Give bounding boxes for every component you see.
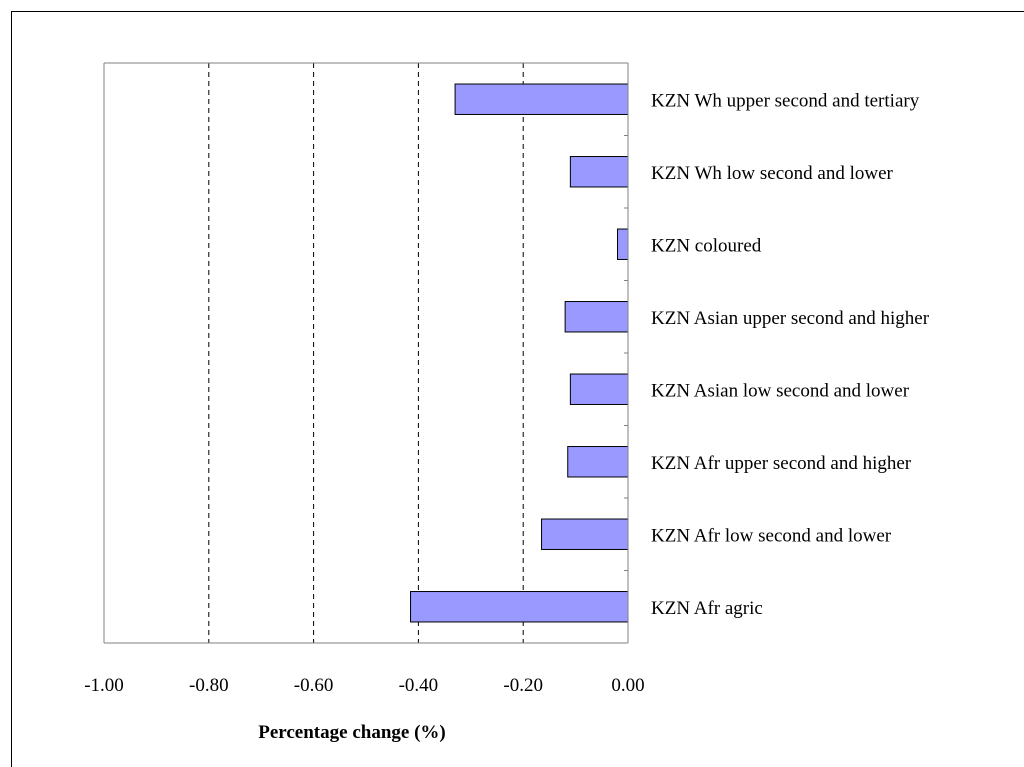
bars	[410, 83, 629, 623]
axes	[103, 62, 629, 644]
x-tick-label: -0.60	[294, 675, 334, 696]
category-label: KZN Afr agric	[651, 598, 763, 619]
x-tick-label: -0.40	[399, 675, 439, 696]
category-label: KZN coloured	[651, 235, 762, 256]
bar	[564, 301, 629, 333]
bar	[569, 373, 629, 405]
bar	[541, 518, 629, 550]
category-label: KZN Wh upper second and tertiary	[651, 90, 920, 111]
x-tick-label: -0.20	[503, 675, 543, 696]
category-label: KZN Asian upper second and higher	[651, 308, 930, 329]
x-tick-labels: -1.00 -0.80 -0.60 -0.40 -0.20 0.00	[84, 675, 644, 696]
gridlines	[208, 63, 524, 643]
category-label: KZN Asian low second and lower	[651, 380, 910, 401]
bar	[454, 83, 629, 115]
category-label: KZN Wh low second and lower	[651, 163, 894, 184]
x-tick-label: -0.80	[189, 675, 229, 696]
x-tick-label: -1.00	[84, 675, 124, 696]
category-labels: KZN Wh upper second and tertiary KZN Wh l…	[651, 90, 930, 619]
category-label: KZN Afr low second and lower	[651, 525, 892, 546]
bar	[569, 156, 629, 188]
bar	[617, 228, 629, 260]
bar	[410, 591, 629, 623]
category-label: KZN Afr upper second and higher	[651, 453, 912, 474]
chart-outer-border	[11, 11, 1024, 767]
x-axis-title: Percentage change (%)	[258, 722, 445, 743]
bar	[567, 446, 629, 478]
x-tick-label: 0.00	[611, 675, 644, 696]
